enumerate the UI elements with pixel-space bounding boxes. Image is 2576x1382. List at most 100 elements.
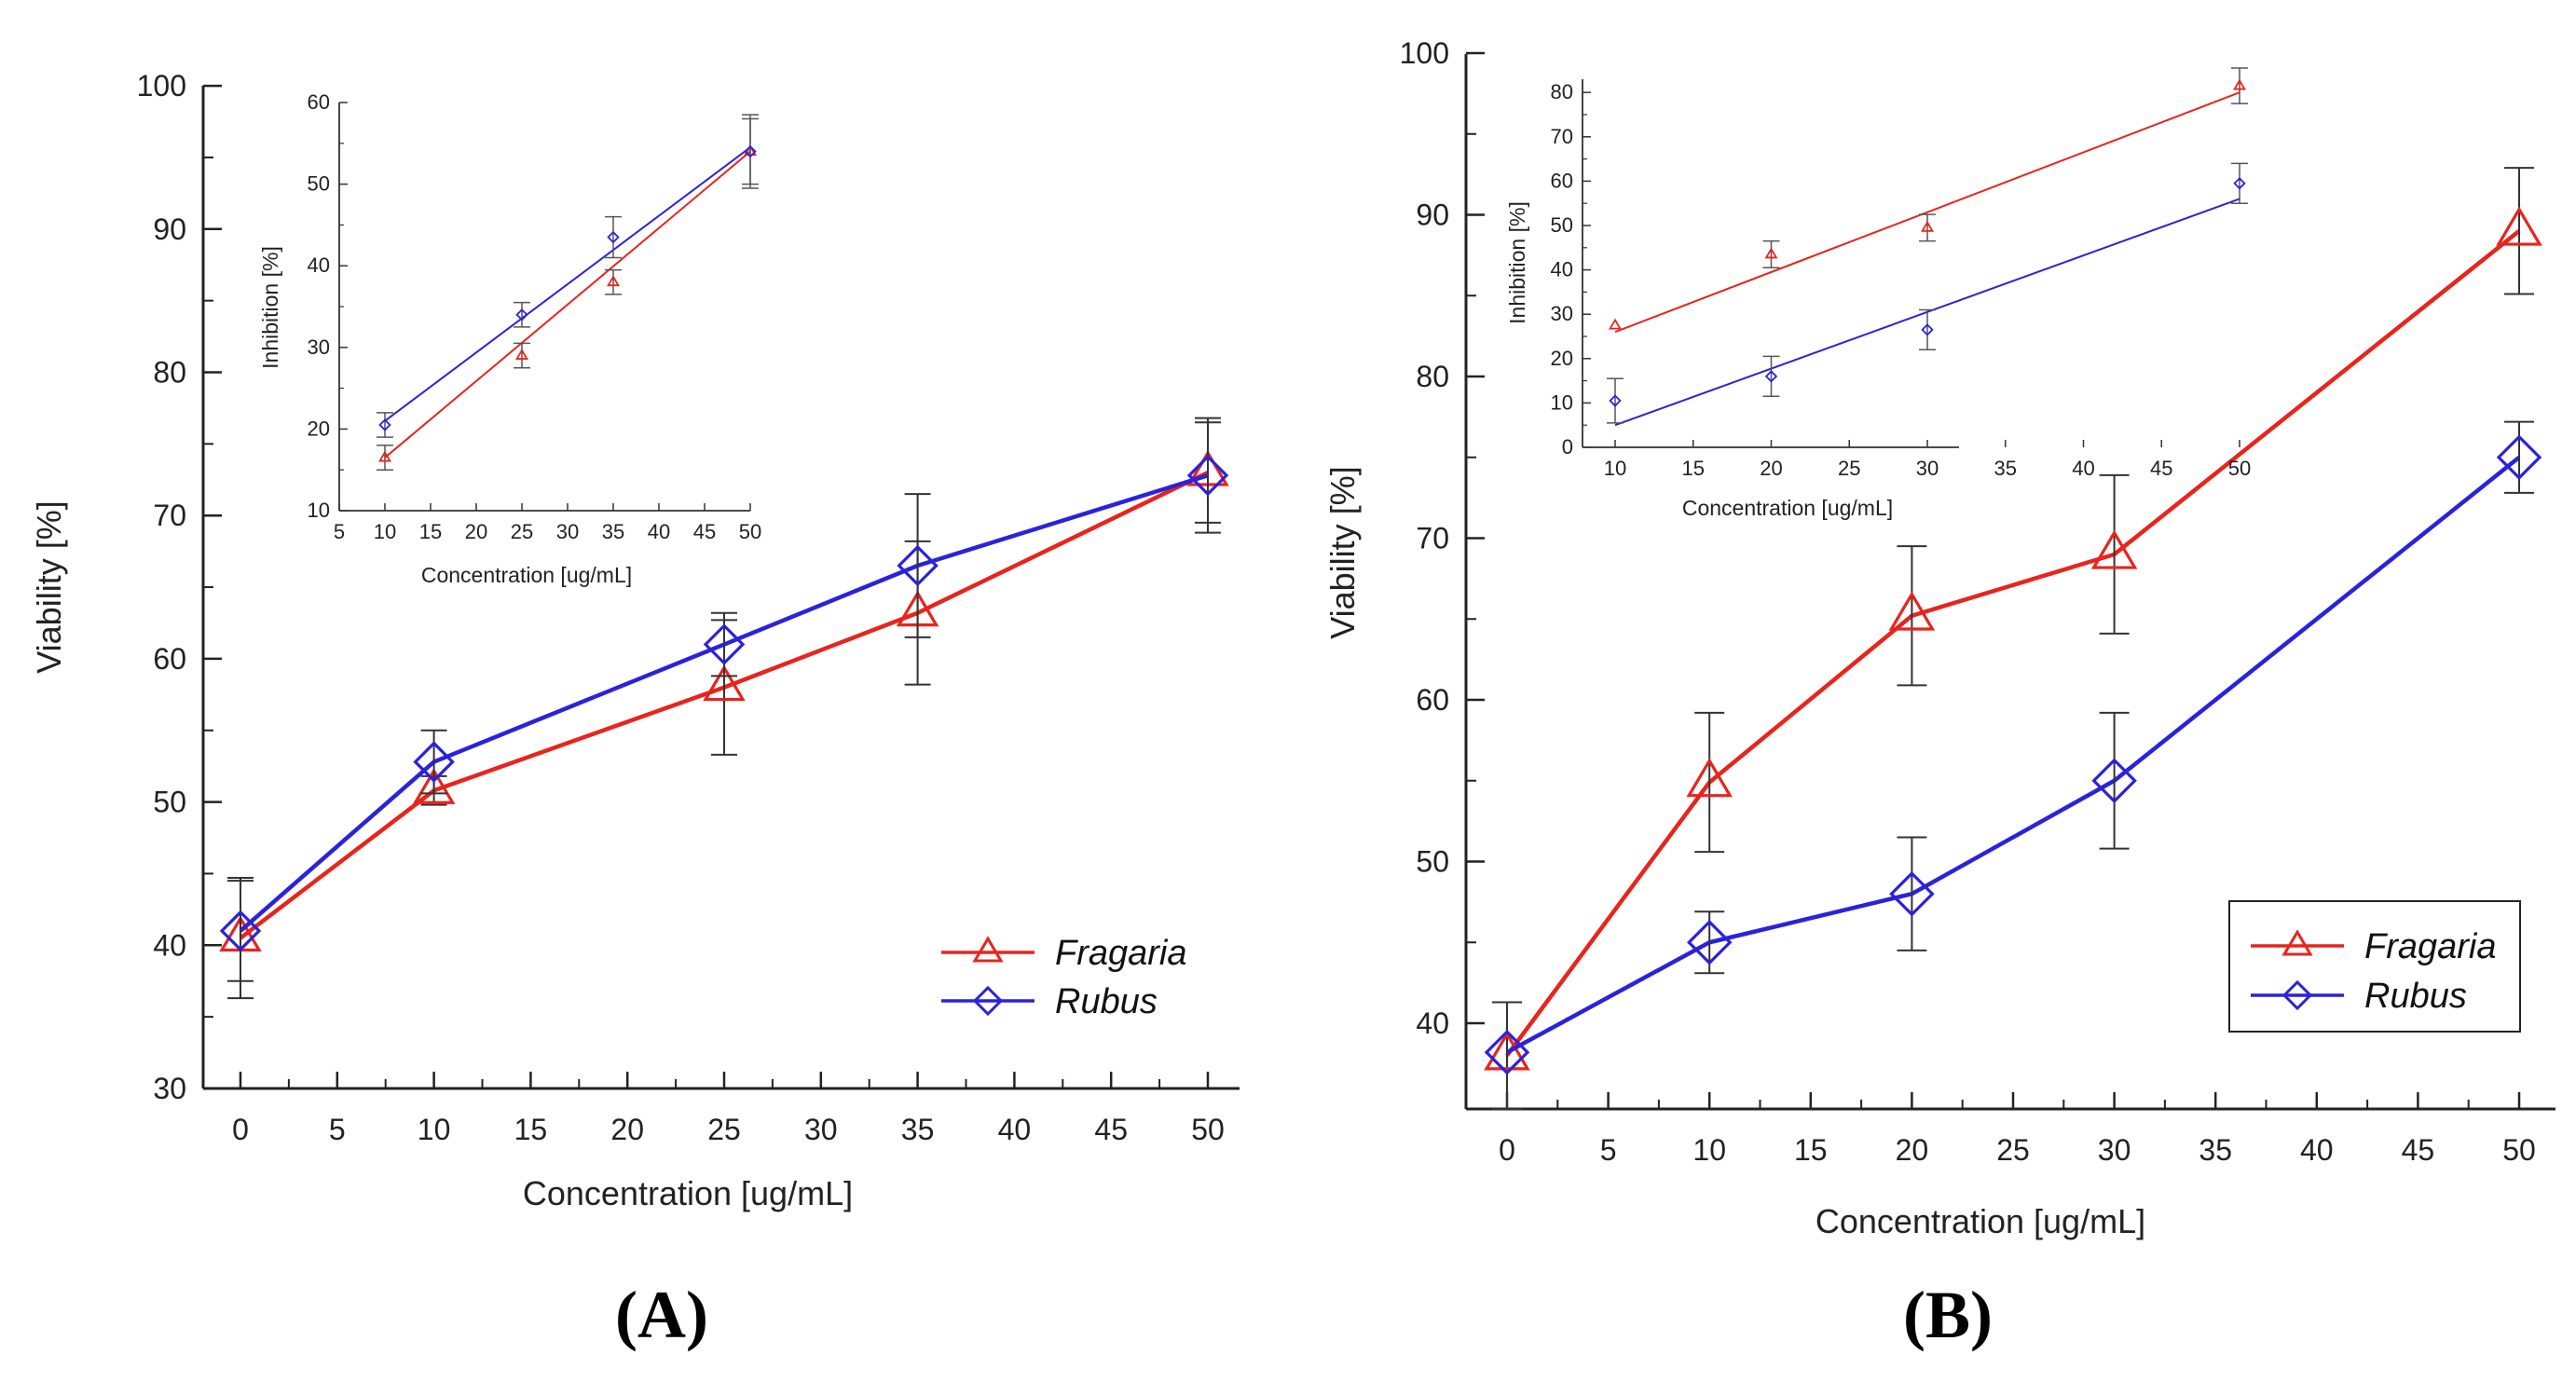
x-tick-label-a-7: 35 <box>901 1113 935 1146</box>
inset-x-tick-label-b-7: 45 <box>2150 457 2172 480</box>
error-bar-a-rubus-4 <box>1195 417 1221 534</box>
error-bar-a-rubus-0 <box>227 880 253 982</box>
inset-error-bar-b-rubus-1 <box>1762 355 1780 398</box>
inset-x-tick-label-a-3: 20 <box>465 520 487 543</box>
inset-x-tick-label-b-4: 30 <box>1916 457 1939 480</box>
legend-a: Fragaria Rubus <box>941 934 1187 1021</box>
x-tick-label-b-3: 15 <box>1794 1133 1828 1167</box>
inset-y-tick-label-b-2: 20 <box>1551 347 1573 370</box>
inset-y-tick-label-b-5: 50 <box>1551 213 1573 237</box>
inset-error-bar-a-fragaria-2 <box>605 268 622 295</box>
inset-y-tick-label-b-8: 80 <box>1551 80 1573 103</box>
y-tick-label-b-1: 50 <box>1416 845 1449 879</box>
y-axis-label-a: Viability [%] <box>30 500 68 673</box>
legend-label-b-1: Rubus <box>2364 977 2467 1016</box>
data-point-b-rubus-4 <box>2496 434 2542 481</box>
x-tick-label-a-8: 40 <box>998 1113 1032 1146</box>
inset-x-tick-label-a-4: 25 <box>511 520 533 543</box>
legend-marker-a-0 <box>972 936 1004 963</box>
inset-y-tick-label-b-4: 40 <box>1551 258 1573 281</box>
inset-x-tick-label-a-7: 40 <box>648 520 670 543</box>
legend-label-b-0: Fragaria <box>2364 927 2497 966</box>
y-tick-label-a-1: 40 <box>153 928 186 962</box>
inset-y-tick-label-a-2: 30 <box>308 335 330 359</box>
inset-data-point-a-fragaria-0 <box>378 450 391 462</box>
legend-label-a-1: Rubus <box>1055 982 1158 1021</box>
error-bar-b-rubus-4 <box>2504 420 2534 494</box>
inset-error-bar-b-rubus-3 <box>2231 162 2248 204</box>
data-point-a-rubus-0 <box>219 910 262 952</box>
legend-box-b <box>2228 900 2521 1033</box>
inset-data-point-b-rubus-2 <box>1921 323 1934 336</box>
inset-fit-line-a-1 <box>384 146 751 422</box>
inset-y-tick-label-a-0: 10 <box>308 499 330 522</box>
data-point-b-fragaria-3 <box>2090 529 2138 569</box>
data-point-b-fragaria-2 <box>1888 591 1936 631</box>
x-tick-label-b-8: 40 <box>2300 1133 2334 1167</box>
y-tick-label-a-2: 50 <box>153 786 186 819</box>
data-point-b-rubus-3 <box>2091 758 2137 804</box>
x-tick-label-b-6: 30 <box>2098 1133 2131 1167</box>
inset-y-tick-label-a-5: 60 <box>308 90 330 114</box>
error-bar-b-fragaria-4 <box>2504 167 2534 295</box>
y-tick-label-b-2: 60 <box>1416 683 1449 717</box>
data-point-b-rubus-2 <box>1889 870 1935 917</box>
inset-error-bar-a-rubus-1 <box>514 301 530 328</box>
error-bar-b-fragaria-2 <box>1897 545 1927 687</box>
inset-data-point-b-rubus-3 <box>2233 177 2246 190</box>
inset-data-point-a-rubus-3 <box>744 144 757 158</box>
y-tick-label-b-5: 90 <box>1416 198 1449 232</box>
y-axis-label-b: Viability [%] <box>1323 466 1362 638</box>
inset-error-bar-a-fragaria-1 <box>514 342 530 369</box>
error-bar-b-rubus-2 <box>1897 836 1927 951</box>
inset-error-bar-b-fragaria-1 <box>1762 239 1780 268</box>
inset-data-point-b-rubus-1 <box>1764 370 1778 383</box>
x-tick-label-a-1: 5 <box>329 1113 346 1146</box>
inset-x-axis-label-a: Concentration [ug/mL] <box>421 563 632 587</box>
inset-x-tick-label-b-3: 25 <box>1838 457 1860 480</box>
y-tick-label-b-0: 40 <box>1416 1006 1449 1040</box>
inset-x-tick-label-b-0: 10 <box>1604 457 1626 480</box>
legend-marker-b-1 <box>2281 979 2313 1011</box>
inset-y-tick-label-b-6: 60 <box>1551 169 1573 192</box>
inset-x-tick-label-a-0: 5 <box>334 520 345 543</box>
error-bar-b-fragaria-1 <box>1694 711 1725 854</box>
inset-y-tick-label-a-4: 50 <box>308 172 330 196</box>
inset-data-point-b-fragaria-3 <box>2233 78 2246 90</box>
legend-label-a-0: Fragaria <box>1055 934 1187 973</box>
error-bar-a-rubus-3 <box>904 493 931 638</box>
data-point-b-fragaria-0 <box>1484 1031 1530 1071</box>
inset-x-tick-label-a-8: 45 <box>693 520 716 543</box>
x-tick-label-b-4: 20 <box>1896 1133 1929 1167</box>
inset-data-point-b-fragaria-0 <box>1609 318 1622 330</box>
panel-label-a: (A) <box>615 1278 708 1352</box>
data-point-a-rubus-2 <box>703 623 746 665</box>
data-point-b-fragaria-4 <box>2496 206 2542 246</box>
data-point-a-rubus-3 <box>897 544 939 587</box>
inset-fit-line-b-0 <box>1614 91 2240 334</box>
error-bar-a-rubus-2 <box>711 611 737 677</box>
inset-x-tick-label-b-2: 20 <box>1760 457 1782 480</box>
data-point-a-fragaria-2 <box>703 664 746 702</box>
y-tick-label-a-4: 70 <box>153 499 186 532</box>
inset-y-axis-label-a: Inhibition [%] <box>258 246 282 369</box>
x-tick-label-b-10: 50 <box>2502 1133 2536 1167</box>
inset-x-tick-label-b-8: 50 <box>2228 457 2251 480</box>
inset-data-point-a-rubus-2 <box>607 230 620 244</box>
series-a-rubus <box>219 417 1229 982</box>
inset-error-bar-a-rubus-2 <box>605 215 622 259</box>
inset-y-tick-label-a-1: 20 <box>308 417 330 440</box>
data-point-a-fragaria-1 <box>412 768 456 804</box>
legend-b: Fragaria Rubus <box>2228 900 2521 1033</box>
inset-x-tick-label-a-9: 50 <box>739 520 761 543</box>
x-tick-label-b-2: 10 <box>1692 1133 1726 1167</box>
data-point-a-rubus-1 <box>413 741 455 783</box>
x-tick-label-b-9: 45 <box>2402 1133 2435 1167</box>
x-tick-label-a-5: 25 <box>707 1113 741 1146</box>
inset-error-bar-b-fragaria-2 <box>1919 213 1936 242</box>
inset-x-tick-label-b-5: 35 <box>1994 457 2017 480</box>
inset-x-tick-label-a-2: 15 <box>419 520 442 543</box>
